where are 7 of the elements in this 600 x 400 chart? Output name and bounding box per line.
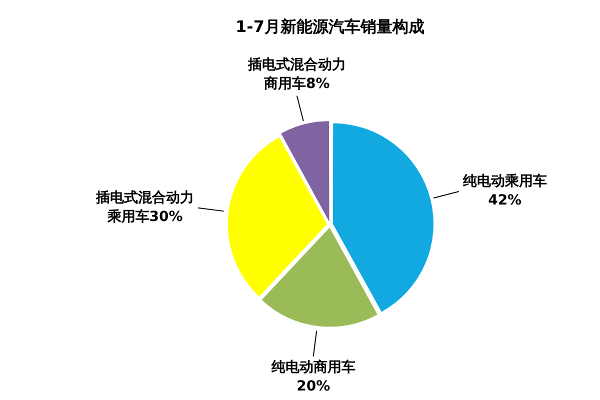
data-label: 20% — [296, 378, 330, 395]
chart-title: 1-7月新能源汽车销量构成 — [236, 16, 424, 36]
slice-label: 纯电动商用车 — [270, 358, 356, 376]
slice-label: 纯电动乘用车 — [462, 172, 547, 190]
slice-label: 插电式混合动力乘用车30% — [95, 190, 194, 226]
data-label: 42% — [488, 192, 522, 209]
slice-label: 插电式混合动力商用车8% — [246, 56, 346, 92]
